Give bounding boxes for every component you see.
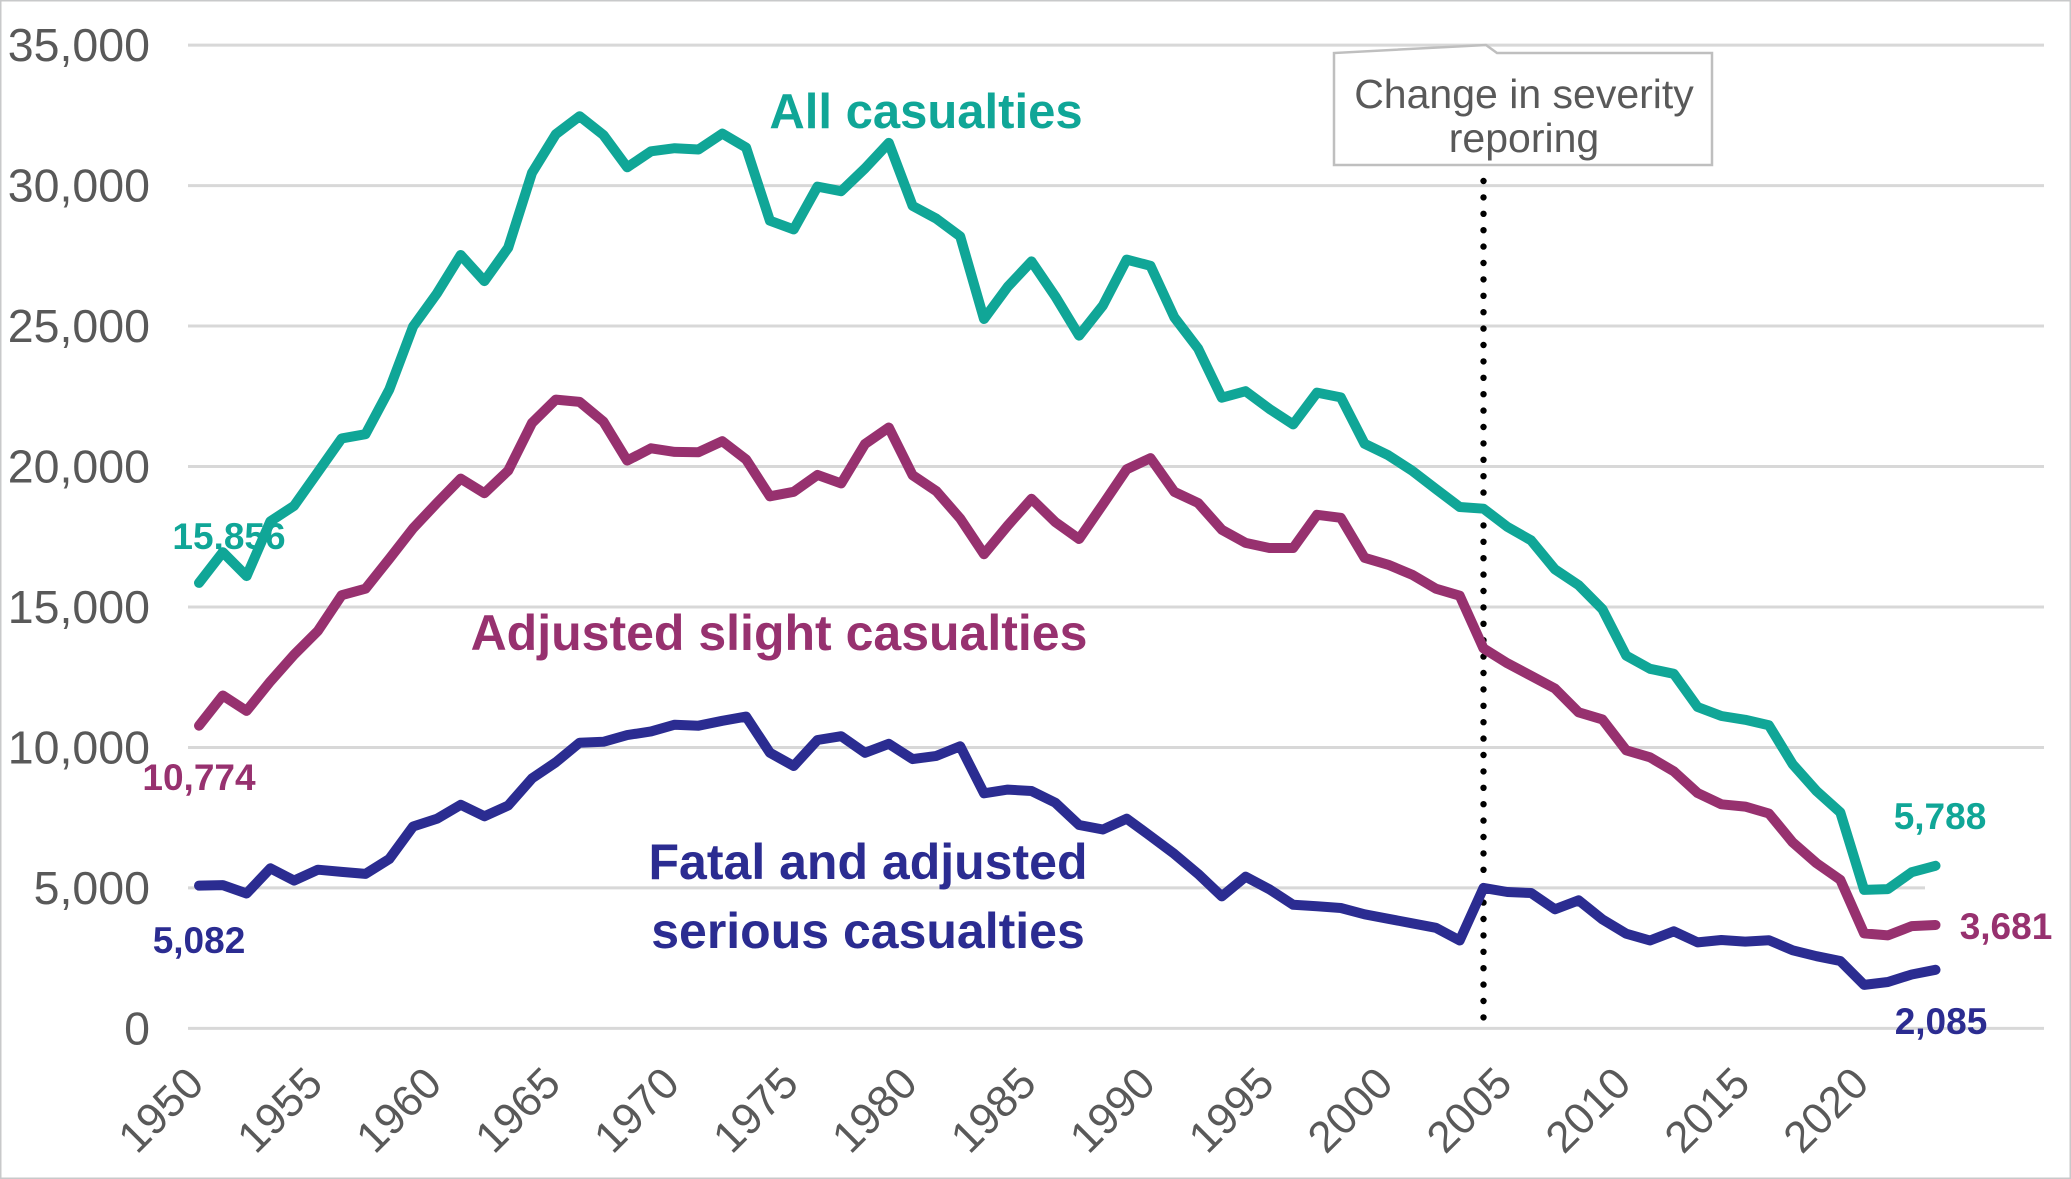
svg-text:15,000: 15,000: [8, 581, 150, 633]
svg-text:5,788: 5,788: [1894, 796, 1987, 837]
svg-text:Adjusted slight casualties: Adjusted slight casualties: [471, 605, 1088, 661]
svg-text:2,085: 2,085: [1895, 1001, 1988, 1042]
svg-text:10,774: 10,774: [142, 757, 256, 798]
svg-text:5,082: 5,082: [153, 920, 246, 961]
svg-text:0: 0: [124, 1002, 150, 1054]
svg-text:Fatal and adjusted: Fatal and adjusted: [649, 834, 1088, 890]
svg-text:Change in severity: Change in severity: [1354, 71, 1694, 117]
svg-text:5,000: 5,000: [34, 862, 150, 914]
svg-text:3,681: 3,681: [1960, 906, 2053, 947]
svg-text:10,000: 10,000: [8, 722, 150, 774]
svg-text:30,000: 30,000: [8, 160, 150, 212]
svg-text:20,000: 20,000: [8, 441, 150, 493]
svg-text:35,000: 35,000: [8, 19, 150, 71]
svg-text:25,000: 25,000: [8, 300, 150, 352]
svg-text:All casualties: All casualties: [769, 85, 1082, 139]
svg-text:reporing: reporing: [1449, 115, 1599, 161]
svg-text:serious casualties: serious casualties: [651, 903, 1085, 959]
